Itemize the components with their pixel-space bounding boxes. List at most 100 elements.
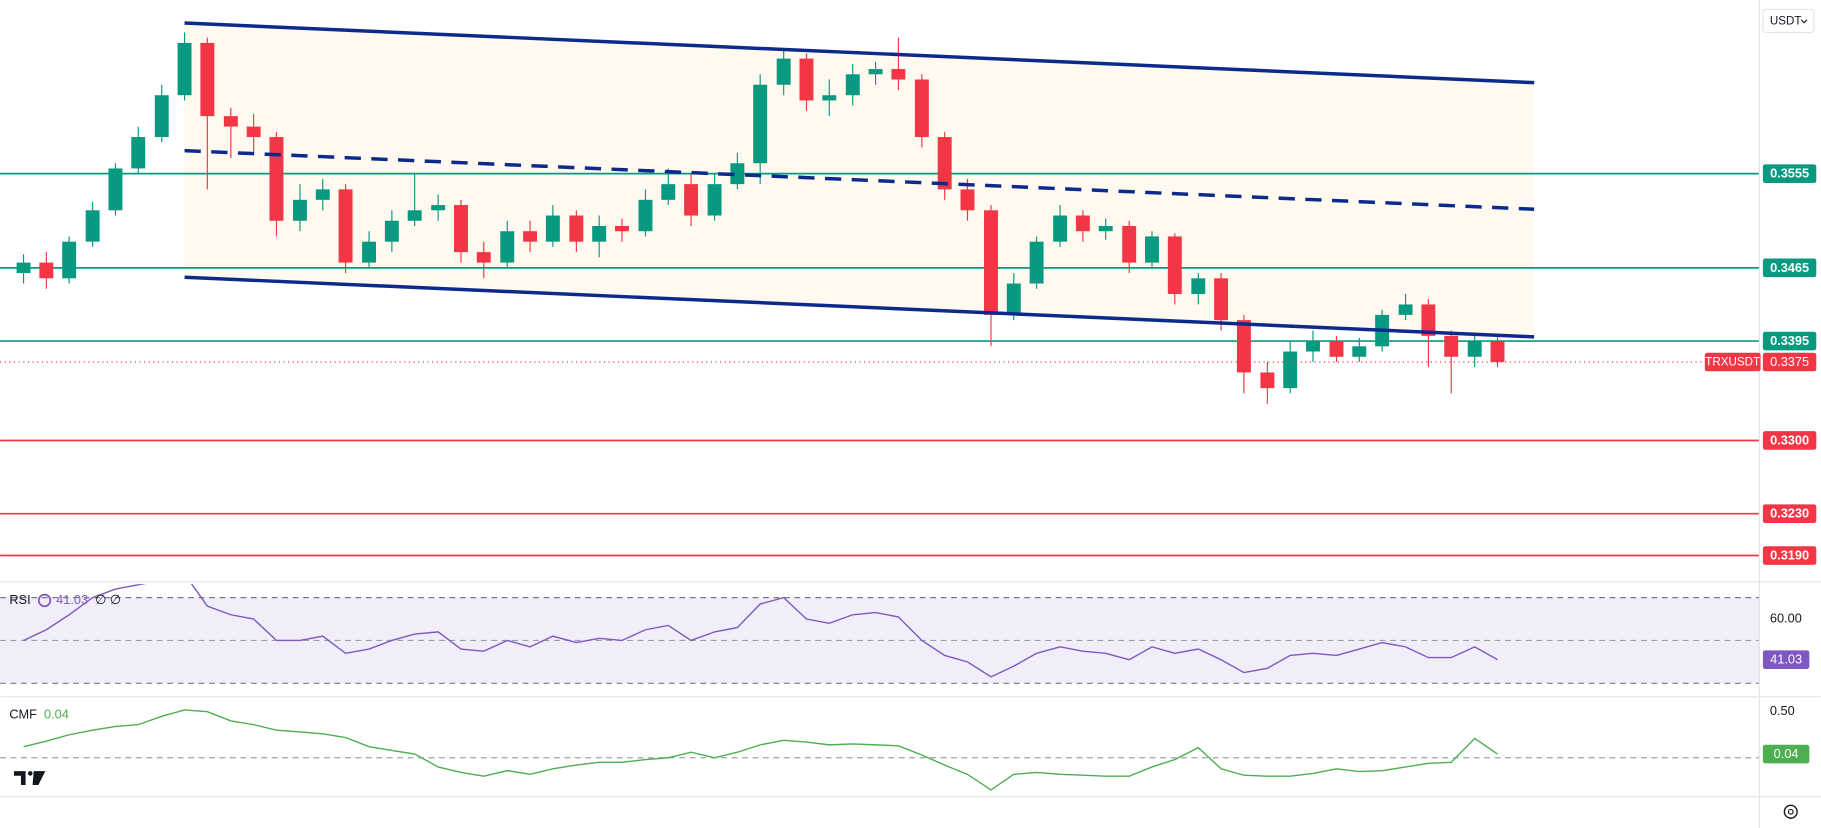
logo-part[interactable]	[13, 771, 26, 786]
symbol-label-box	[1704, 352, 1761, 372]
candle-body	[431, 205, 446, 211]
candle-body	[108, 168, 123, 211]
candle-body	[799, 58, 814, 101]
level-label: 0.3300	[1770, 432, 1809, 447]
indicator-value-box	[1762, 744, 1810, 764]
indicator-value-label: 0.04	[1774, 746, 1799, 761]
candle-body	[845, 74, 860, 96]
candle-body	[407, 210, 422, 221]
candle-body	[984, 210, 998, 315]
candle-body	[292, 199, 307, 221]
candle-body	[1260, 372, 1275, 389]
candle-body	[569, 215, 584, 242]
candle-body	[85, 210, 100, 242]
level-label-box	[1762, 431, 1817, 450]
currency-button-box[interactable]	[1762, 8, 1815, 34]
candle-body	[453, 205, 468, 253]
last-price-box	[1762, 352, 1817, 372]
candle-body	[131, 137, 146, 169]
price-pane	[0, 21, 1760, 557]
level-label-box	[1762, 164, 1817, 183]
candle-body	[177, 42, 192, 96]
candle-body	[1006, 283, 1021, 315]
candle-body	[362, 241, 377, 263]
candle-body	[1236, 320, 1251, 373]
candle-body	[62, 241, 77, 279]
candle-body	[1352, 346, 1367, 357]
candle-body	[592, 225, 607, 242]
last-price-label: 0.3375	[1770, 354, 1809, 369]
candle-body	[154, 95, 169, 138]
candle-body	[960, 189, 975, 211]
gear-icon[interactable]	[1783, 804, 1798, 819]
symbol-label: TRXUSDT	[1705, 356, 1760, 369]
level-label: 0.3190	[1770, 547, 1809, 562]
currency-button[interactable]: USDT	[1762, 8, 1815, 34]
indicator-icon	[37, 593, 52, 608]
candle-body	[776, 58, 791, 85]
indicator-legend-value: 0.04	[44, 707, 69, 722]
level-label-box	[1762, 258, 1817, 278]
chevron[interactable]	[1800, 19, 1808, 24]
candle-body	[1283, 351, 1298, 389]
indicator-value-label: 41.03	[1770, 652, 1802, 667]
candle-body	[1029, 241, 1044, 284]
logo-part[interactable]	[27, 771, 33, 776]
candle-body	[545, 215, 560, 242]
candle-body	[891, 69, 906, 80]
candle-body	[1145, 236, 1159, 263]
currency-label[interactable]: USDT	[1770, 15, 1802, 28]
level-label: 0.3395	[1770, 333, 1809, 348]
candle-body	[315, 189, 330, 200]
candle-body	[384, 220, 399, 242]
candle-body	[1214, 278, 1229, 321]
level-label-box	[1762, 331, 1817, 351]
candle-body	[1306, 341, 1320, 352]
trendline	[184, 21, 1535, 85]
candle-body	[1075, 215, 1090, 232]
candle-body	[638, 199, 653, 232]
trendline	[184, 275, 1535, 339]
level-label-box	[1762, 504, 1817, 523]
candle-body	[1467, 341, 1482, 357]
cmf-pane	[0, 709, 1760, 791]
indicator-line	[23, 709, 1498, 791]
candle-body	[684, 184, 699, 216]
candle-body	[1098, 225, 1113, 232]
candle-body	[1421, 304, 1436, 336]
labels: 0.3555 0.3465 0.3395 0.3300 0.3230 0.3190 TRXU…	[9, 164, 1817, 764]
candle-body	[914, 79, 929, 138]
candle-body	[615, 225, 629, 232]
indicator-value-box	[1762, 650, 1810, 669]
indicator-legend-value: 41.03	[56, 592, 88, 607]
candle-body	[1329, 341, 1344, 357]
indicator-line	[23, 584, 1498, 678]
gear-icon[interactable]	[1787, 808, 1794, 815]
candle-body	[500, 231, 515, 263]
level-label: 0.3465	[1770, 260, 1809, 275]
candle-body	[223, 116, 238, 127]
tradingview-logo[interactable]	[13, 771, 46, 786]
candle-body	[1053, 215, 1068, 242]
logo-part[interactable]	[32, 771, 46, 786]
settings-button[interactable]	[1783, 804, 1798, 819]
candle-body	[868, 69, 883, 75]
candle-body	[269, 137, 284, 221]
trendline	[184, 148, 1535, 211]
indicator-name: CMF	[9, 707, 37, 722]
indicator-params: ∅ ∅	[95, 592, 121, 607]
candle-body	[476, 252, 491, 263]
candle-body	[707, 184, 722, 216]
rsi-pane	[0, 584, 1760, 684]
candle-body	[16, 262, 31, 274]
candle-body	[1490, 341, 1505, 362]
y-tick-label: 60.00	[1770, 610, 1802, 625]
y-tick-label: 0.50	[1770, 703, 1795, 718]
candle-body	[338, 189, 353, 263]
candle-body	[661, 184, 676, 200]
candle-body	[1167, 236, 1182, 294]
candle-body	[937, 137, 952, 190]
